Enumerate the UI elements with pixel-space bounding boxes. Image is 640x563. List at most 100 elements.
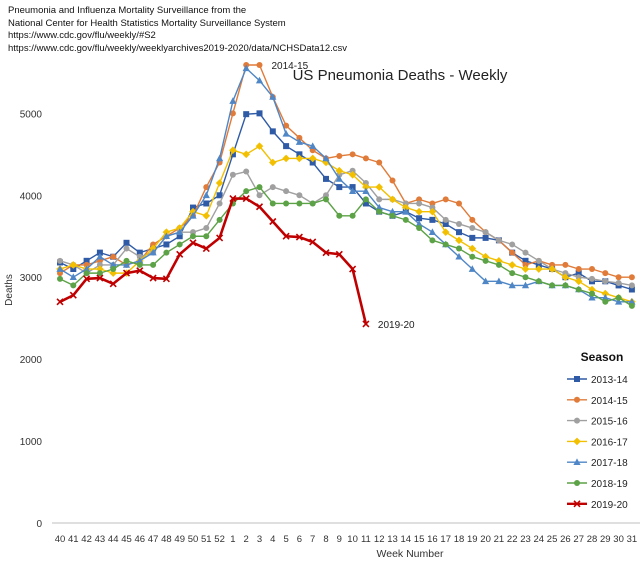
x-tick-label: 24	[534, 534, 545, 545]
source-note-line: https://www.cdc.gov/flu/weekly/weeklyarc…	[8, 42, 347, 54]
marker-stroke	[335, 250, 343, 258]
x-tick-label: 21	[494, 534, 505, 545]
data-point	[588, 293, 596, 301]
data-point	[601, 293, 609, 301]
data-point	[243, 168, 250, 175]
x-tick-label: 27	[573, 534, 584, 545]
data-point	[335, 250, 343, 258]
data-point	[110, 253, 117, 260]
data-point	[469, 225, 476, 232]
data-point	[96, 274, 104, 282]
series-line	[59, 64, 632, 278]
marker-stroke	[109, 280, 117, 288]
data-point	[509, 270, 516, 277]
data-point	[416, 225, 423, 232]
data-point	[562, 270, 569, 277]
marker-stroke	[242, 194, 250, 203]
x-tick-label: 14	[401, 534, 412, 545]
x-tick-label: 45	[121, 534, 132, 545]
data-point	[216, 216, 223, 223]
data-point	[57, 257, 63, 264]
data-point	[203, 233, 210, 240]
data-point	[348, 170, 357, 179]
data-point	[522, 261, 529, 268]
data-point	[602, 298, 609, 305]
marker-stroke	[309, 238, 317, 246]
data-point	[203, 225, 210, 232]
data-point	[362, 183, 370, 191]
data-point	[322, 158, 330, 167]
data-point	[189, 239, 197, 247]
legend-label: 2014-15	[591, 396, 628, 407]
marker-stroke	[96, 274, 104, 282]
x-tick-label: 10	[347, 534, 358, 545]
data-point	[283, 143, 290, 150]
marker-stroke	[322, 249, 330, 257]
data-point	[335, 166, 344, 175]
data-point	[456, 200, 462, 207]
x-tick-label: 15	[414, 534, 425, 545]
legend-marker	[574, 396, 580, 403]
data-point	[349, 265, 357, 273]
data-point	[296, 192, 303, 199]
x-tick-label: 25	[547, 534, 558, 545]
legend-item-2016-17: 2016-17	[567, 437, 628, 448]
series-line	[59, 186, 633, 307]
x-tick-label: 48	[161, 534, 172, 545]
data-point	[495, 277, 503, 285]
data-point	[535, 265, 543, 273]
marker-stroke	[149, 274, 157, 282]
data-point	[375, 183, 383, 191]
data-point	[322, 154, 330, 162]
data-point	[548, 265, 556, 273]
data-point	[428, 228, 436, 235]
data-point	[589, 275, 595, 282]
series-2014-15	[57, 62, 635, 281]
data-point	[362, 179, 369, 186]
data-point	[229, 151, 236, 158]
data-point	[429, 204, 436, 211]
data-point	[190, 233, 196, 240]
data-point	[216, 154, 224, 162]
data-point	[149, 274, 157, 282]
data-point	[521, 281, 530, 289]
data-point	[415, 220, 423, 227]
data-point	[296, 151, 303, 158]
data-point	[283, 122, 290, 129]
data-point	[402, 200, 409, 207]
data-point	[83, 265, 91, 272]
chart-title: US Pneumonia Deaths - Weekly	[293, 67, 508, 84]
data-point	[469, 253, 476, 260]
data-point	[256, 110, 263, 117]
data-point	[336, 212, 343, 219]
x-tick-label: 29	[600, 534, 611, 545]
data-point	[429, 237, 436, 244]
data-point	[615, 279, 622, 286]
data-point	[336, 184, 343, 191]
data-point	[269, 184, 276, 191]
data-point	[216, 200, 223, 207]
data-point	[482, 229, 489, 236]
x-tick-label: 17	[440, 534, 451, 545]
x-tick-label: 18	[454, 534, 465, 545]
data-point	[416, 215, 423, 222]
data-point	[282, 154, 290, 163]
series-line	[59, 145, 633, 303]
legend-item-2015-16: 2015-16	[567, 417, 628, 428]
data-point	[416, 200, 423, 207]
data-point	[70, 266, 77, 273]
data-point	[163, 241, 170, 248]
data-point	[136, 253, 143, 260]
data-point	[362, 196, 369, 203]
marker-stroke	[362, 320, 370, 328]
data-point	[96, 252, 104, 260]
source-note-line: National Center for Health Statistics Mo…	[8, 17, 286, 29]
marker-stroke	[269, 217, 277, 226]
marker-stroke	[229, 194, 237, 203]
annotation-label: 2014-15	[272, 61, 309, 72]
marker-stroke	[122, 269, 131, 277]
x-tick-label: 46	[135, 534, 146, 545]
data-point	[628, 297, 636, 305]
x-tick-label: 51	[201, 534, 212, 545]
data-point	[482, 257, 489, 264]
